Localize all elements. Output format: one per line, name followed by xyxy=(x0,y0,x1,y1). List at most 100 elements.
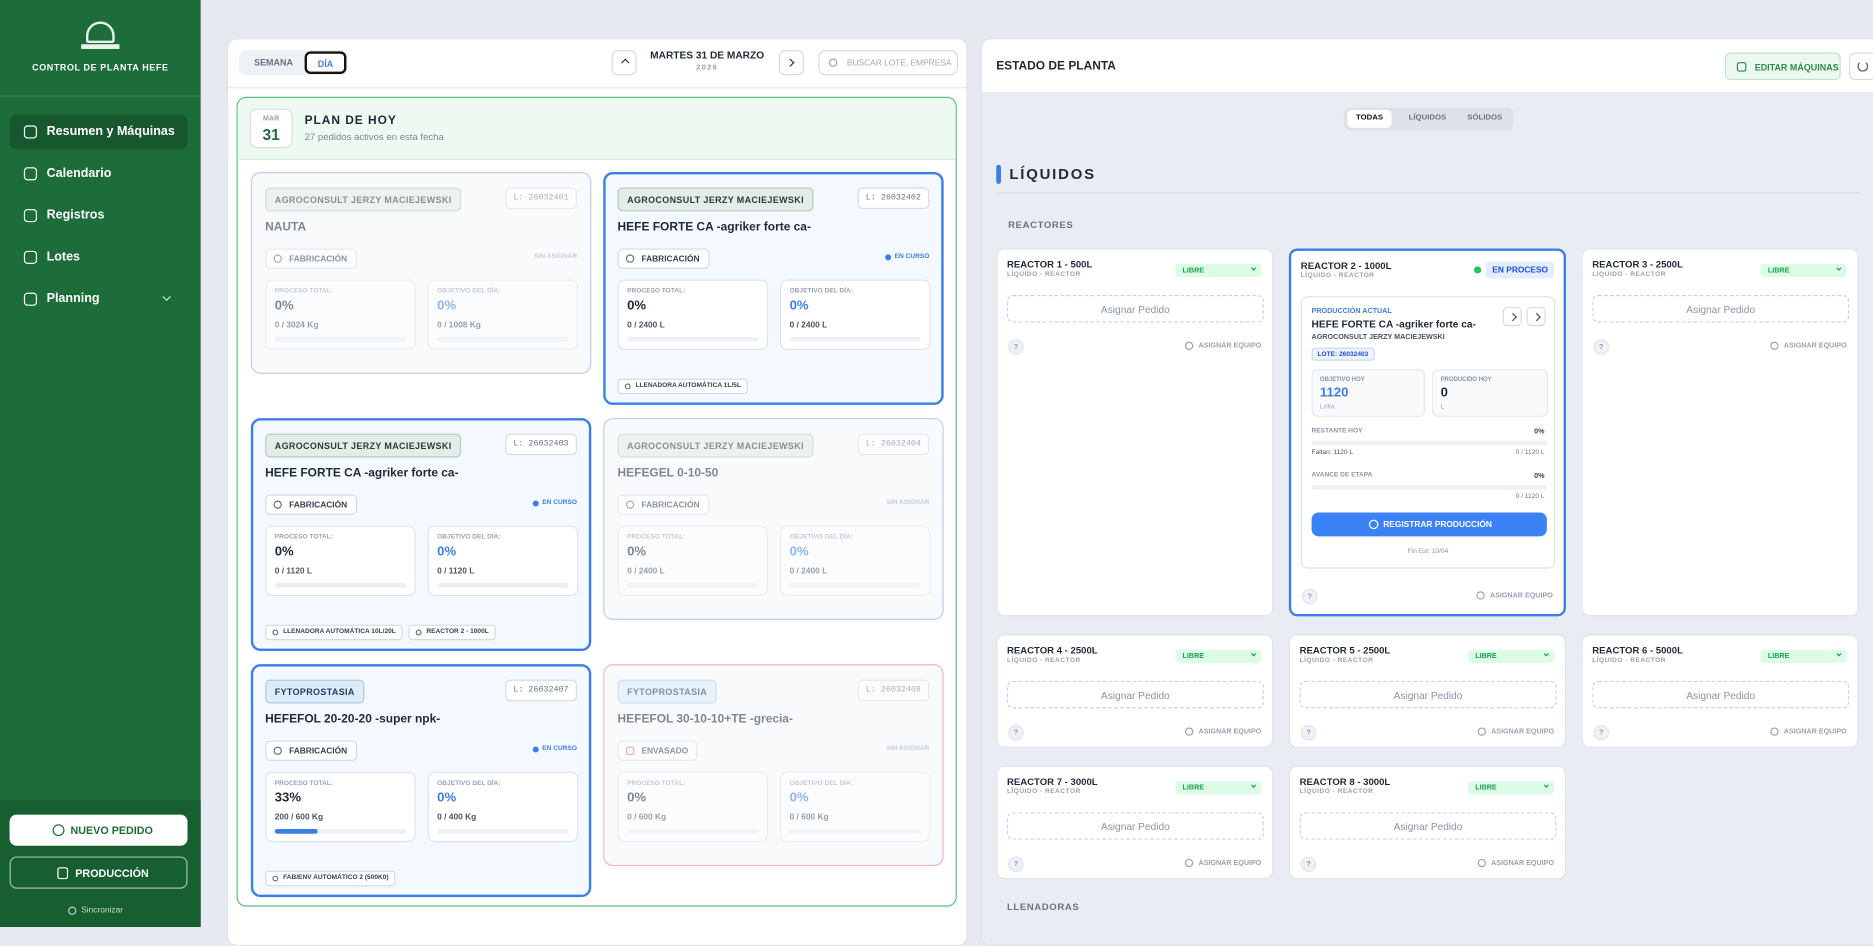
production-button[interactable]: PRODUCCIÓN xyxy=(9,856,188,889)
status-pill[interactable]: LIBRE xyxy=(1175,649,1262,663)
status-pill[interactable]: LIBRE xyxy=(1175,263,1262,278)
tab[interactable]: TODAS xyxy=(1347,109,1392,128)
assign-order-label[interactable]: Asignar Pedido xyxy=(1100,820,1170,833)
status: EN CURSO xyxy=(542,499,577,507)
section-title: LÍQUIDOS xyxy=(1009,166,1096,183)
process-percent: 33% xyxy=(274,790,302,806)
help-label[interactable]: ? xyxy=(1307,593,1312,601)
nav-label[interactable]: Lotes xyxy=(46,249,81,264)
help-label[interactable]: ? xyxy=(1013,861,1019,869)
status-pill[interactable]: LIBRE xyxy=(1760,263,1847,278)
assign-order[interactable]: Asignar Pedido xyxy=(1592,680,1850,709)
help-label[interactable]: ? xyxy=(1306,729,1311,738)
card-content: AGROCONSULT JERZY MACIEJEWSKI L: 26032401… xyxy=(253,174,589,371)
reactor-name: REACTOR 1 - 500L xyxy=(1006,259,1093,270)
assign-team[interactable]: ASIGNAR EQUIPO xyxy=(1185,858,1261,868)
objective-amount: 0 / 600 Kg xyxy=(789,813,829,822)
plan-subtitle: 27 pedidos activos en esta fecha xyxy=(304,131,444,143)
toggle-week[interactable]: SEMANA xyxy=(254,57,293,69)
prev-button[interactable] xyxy=(611,50,637,76)
tab[interactable]: SÓLIDOS xyxy=(1467,113,1503,122)
nav-item[interactable]: Planning xyxy=(10,282,188,317)
order-card[interactable]: AGROCONSULT JERZY MACIEJEWSKI L: 26032401… xyxy=(250,172,592,374)
help-badge: ? xyxy=(1008,725,1024,741)
assign-order-label[interactable]: Asignar Pedido xyxy=(1393,689,1463,702)
nav-item[interactable]: Calendario xyxy=(10,156,188,191)
assign-order-label[interactable]: Asignar Pedido xyxy=(1686,303,1756,316)
nav-label[interactable]: Registros xyxy=(46,207,105,223)
sync-icon xyxy=(68,906,77,915)
next-button[interactable] xyxy=(778,50,804,76)
help-label[interactable]: ? xyxy=(1013,729,1019,738)
assign-order-label[interactable]: Asignar Pedido xyxy=(1686,689,1756,702)
process-amount: 0 / 2400 L xyxy=(627,321,665,330)
status-pill[interactable]: LIBRE xyxy=(1760,649,1847,663)
assign-team[interactable]: ASIGNAR EQUIPO xyxy=(1185,341,1261,350)
team-icon xyxy=(1476,591,1486,600)
product-name: NAUTA xyxy=(265,220,307,235)
nav-label[interactable]: Calendario xyxy=(46,166,112,181)
production-label[interactable]: PRODUCCIÓN xyxy=(75,867,149,880)
nav-item[interactable]: Resumen y Máquinas xyxy=(9,114,188,150)
next-subsection-title: LLENADORAS xyxy=(1006,901,1080,913)
status-pill[interactable]: LIBRE xyxy=(1468,781,1555,795)
assign-team[interactable]: ASIGNAR EQUIPO xyxy=(1770,727,1847,736)
help-label[interactable]: ? xyxy=(1599,729,1604,738)
assign-order[interactable]: Asignar Pedido xyxy=(1006,812,1264,840)
new-order-button[interactable]: NUEVO PEDIDO xyxy=(9,814,188,846)
assign-team[interactable]: ASIGNAR EQUIPO xyxy=(1477,858,1554,868)
tab[interactable]: LÍQUIDOS xyxy=(1408,113,1447,122)
assign-order[interactable]: Asignar Pedido xyxy=(1299,680,1557,709)
edit-machines-button[interactable]: EDITAR MÁQUINAS xyxy=(1724,52,1841,81)
help-label[interactable]: ? xyxy=(1306,861,1311,869)
produced-value: 0 xyxy=(1440,385,1448,401)
register-button[interactable]: REGISTRAR PRODUCCIÓN xyxy=(1311,512,1547,537)
order-card[interactable]: AGROCONSULT JERZY MACIEJEWSKI L: 26032403… xyxy=(250,418,592,652)
card-content: AGROCONSULT JERZY MACIEJEWSKI L: 26032404… xyxy=(606,420,942,617)
refresh-button[interactable] xyxy=(1849,52,1873,81)
register-label[interactable]: REGISTRAR PRODUCCIÓN xyxy=(1383,520,1492,530)
nav-label[interactable]: Resumen y Máquinas xyxy=(46,124,175,139)
new-order-label[interactable]: NUEVO PEDIDO xyxy=(70,824,153,837)
status: EN CURSO xyxy=(894,253,930,261)
toggle-day[interactable]: DÍA xyxy=(304,51,347,75)
assign-order-label[interactable]: Asignar Pedido xyxy=(1393,820,1463,833)
header-divider xyxy=(228,87,967,89)
search-box[interactable]: BUSCAR LOTE, EMPRESA xyxy=(818,50,958,76)
client-tag: FYTOPROSTASIA xyxy=(617,679,717,704)
status-pill[interactable]: LIBRE xyxy=(1468,649,1555,663)
order-card[interactable]: AGROCONSULT JERZY MACIEJEWSKI L: 26032402… xyxy=(603,172,944,405)
search-placeholder[interactable]: BUSCAR LOTE, EMPRESA xyxy=(846,59,952,69)
machine-icon xyxy=(272,875,279,882)
objective-track xyxy=(437,828,569,834)
reactor-name: REACTOR 2 - 1000L xyxy=(1300,260,1392,272)
order-card[interactable]: FYTOPROSTASIA L: 26032407 HEFEFOL 20-20-20… xyxy=(250,664,592,898)
help-label[interactable]: ? xyxy=(1599,344,1604,352)
assign-team[interactable]: ASIGNAR EQUIPO xyxy=(1185,727,1261,736)
assign-team[interactable]: ASIGNAR EQUIPO xyxy=(1477,727,1554,736)
order-card[interactable]: AGROCONSULT JERZY MACIEJEWSKI L: 26032404… xyxy=(603,418,944,620)
sidebar-footer: NUEVO PEDIDO PRODUCCIÓN Sincronizar xyxy=(0,800,201,927)
process-label: PROCESO TOTAL: xyxy=(627,287,686,296)
sync-label[interactable]: Sincronizar xyxy=(81,906,124,915)
nav-label[interactable]: Planning xyxy=(46,291,100,306)
divider xyxy=(0,95,201,97)
badge-month: MAR xyxy=(262,115,280,124)
toggle-day-label[interactable]: DÍA xyxy=(317,58,334,70)
assign-order[interactable]: Asignar Pedido xyxy=(1006,680,1264,709)
nav-item[interactable]: Registros xyxy=(10,198,188,233)
edit-label[interactable]: EDITAR MÁQUINAS xyxy=(1754,62,1839,73)
assign-order-label[interactable]: Asignar Pedido xyxy=(1100,689,1170,702)
assign-team[interactable]: ASIGNAR EQUIPO xyxy=(1770,341,1847,350)
assign-order[interactable]: Asignar Pedido xyxy=(1299,812,1557,840)
help-label[interactable]: ? xyxy=(1013,344,1019,352)
close-button[interactable] xyxy=(1526,306,1546,327)
assign-team[interactable]: ASIGNAR EQUIPO xyxy=(1476,591,1553,600)
status-pill[interactable]: LIBRE xyxy=(1175,781,1262,795)
order-card[interactable]: FYTOPROSTASIA L: 26032408 HEFEFOL 30-10-10… xyxy=(603,664,944,867)
swap-button[interactable] xyxy=(1502,306,1522,327)
assign-order-label[interactable]: Asignar Pedido xyxy=(1100,303,1170,316)
assign-order[interactable]: Asignar Pedido xyxy=(1592,295,1850,323)
nav-item[interactable]: Lotes xyxy=(10,240,188,275)
assign-order[interactable]: Asignar Pedido xyxy=(1006,295,1264,323)
